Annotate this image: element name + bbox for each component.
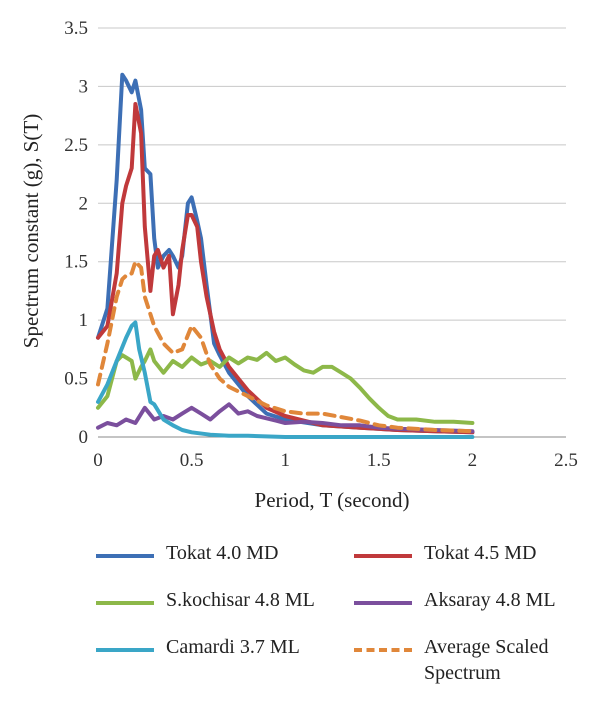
legend-item: Camardi 3.7 ML [96, 634, 300, 664]
legend-swatch [354, 601, 412, 605]
spectrum-chart: 0 0.5 1 1.5 2 2.5 3 3.5 0 0.5 1 1.5 2 2.5 Spectrum c… [19, 18, 578, 512]
legend-item: Aksaray 4.8 ML [354, 587, 556, 617]
series-line-s-kochisar-4-8-ml [96, 347, 475, 425]
legend-item: Tokat 4.5 MD [354, 540, 536, 570]
y-tick-labels: 0 0.5 1 1.5 2 2.5 3 3.5 [64, 18, 88, 448]
legend-swatch [354, 554, 412, 558]
x-tick-label: 0.5 [180, 450, 204, 471]
x-tick-label: 1.5 [367, 450, 391, 471]
legend-swatch [354, 648, 412, 652]
legend-swatch [96, 554, 154, 558]
x-tick-label: 1 [280, 450, 290, 471]
legend-item: Tokat 4.0 MD [96, 540, 278, 570]
x-tick-label: 2 [468, 450, 478, 471]
legend-label: Average Scaled Spectrum [424, 636, 549, 684]
y-tick-label: 1.5 [64, 252, 88, 273]
series-line-camardi-3-7-ml [96, 320, 475, 439]
legend-label: Tokat 4.5 MD [424, 542, 537, 564]
legend-label: Aksaray 4.8 ML [424, 589, 556, 611]
series-line-average-scaled-spectrum [96, 259, 475, 434]
x-tick-label: 0 [93, 450, 103, 471]
y-tick-label: 1 [79, 310, 89, 331]
legend-label: Tokat 4.0 MD [166, 542, 279, 564]
x-axis-title: Period, T (second) [255, 488, 410, 512]
y-tick-label: 3.5 [64, 18, 88, 39]
y-tick-label: 0.5 [64, 369, 88, 390]
legend-item: Average Scaled Spectrum [354, 634, 574, 684]
x-tick-labels: 0 0.5 1 1.5 2 2.5 [93, 450, 578, 471]
series-lines [96, 72, 475, 439]
y-axis-title: Spectrum constant (g), S(T) [19, 114, 43, 348]
y-tick-label: 2.5 [64, 135, 88, 156]
gridlines [98, 27, 566, 438]
legend-item: S.kochisar 4.8 ML [96, 587, 315, 617]
legend-label: Camardi 3.7 ML [166, 636, 300, 658]
series-line-aksaray-4-8-ml [96, 402, 475, 434]
y-tick-label: 2 [79, 193, 89, 214]
legend-swatch [96, 601, 154, 605]
series-line-tokat-4-5-md [96, 102, 475, 435]
y-tick-label: 0 [79, 427, 89, 448]
y-tick-label: 3 [79, 76, 89, 97]
x-tick-label: 2.5 [554, 450, 578, 471]
legend-swatch [96, 648, 154, 652]
legend-label: S.kochisar 4.8 ML [166, 589, 315, 611]
